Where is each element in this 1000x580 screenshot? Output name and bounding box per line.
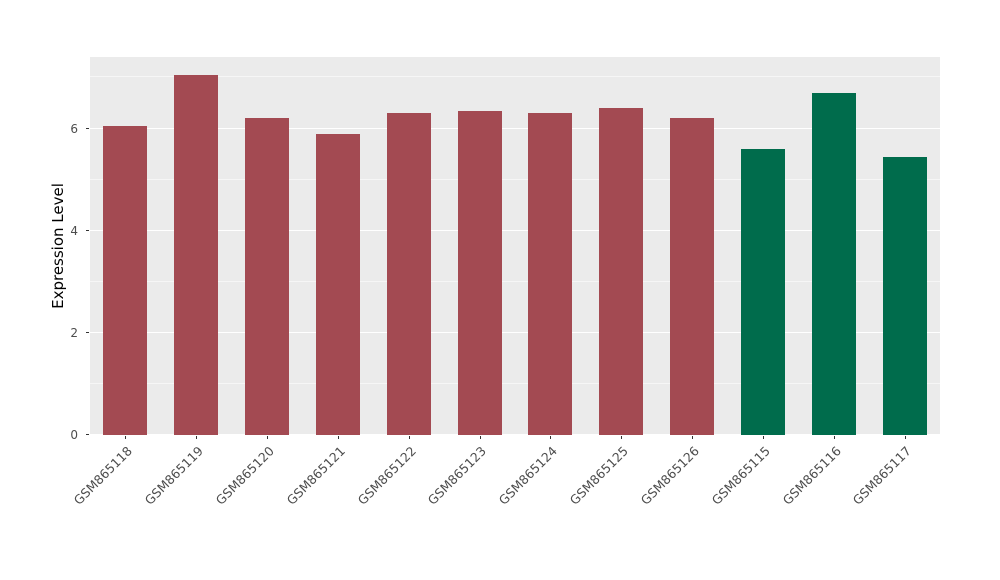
y-tick-mark bbox=[86, 331, 89, 333]
bar bbox=[811, 92, 856, 435]
y-tick-label: 4 bbox=[70, 223, 78, 238]
x-tick-label: GSM865119 bbox=[141, 443, 207, 508]
bar bbox=[103, 125, 148, 435]
x-tick-mark bbox=[196, 436, 198, 439]
x-tick-mark bbox=[833, 436, 835, 439]
x-tick-mark bbox=[125, 436, 127, 439]
x-axis: GSM865118 GSM865119 GSM865120 GSM865121 GSM8… bbox=[71, 435, 940, 580]
x-tick-label: GSM865123 bbox=[425, 443, 490, 508]
x-tick-mark bbox=[904, 436, 906, 439]
bar bbox=[386, 113, 431, 435]
y-tick-label: 2 bbox=[70, 325, 78, 340]
x-tick-mark bbox=[267, 436, 269, 439]
gridline-minor bbox=[90, 382, 940, 384]
bar bbox=[528, 113, 573, 435]
bar bbox=[174, 74, 219, 435]
x-tick-label: GSM865122 bbox=[354, 443, 419, 508]
x-tick-mark bbox=[550, 436, 552, 439]
x-tick-mark bbox=[337, 436, 339, 439]
bar bbox=[882, 156, 927, 435]
y-tick-label: 6 bbox=[70, 121, 78, 136]
x-tick-label: GSM865124 bbox=[495, 443, 561, 508]
x-tick-label: GSM865116 bbox=[779, 443, 844, 508]
x-tick-mark bbox=[408, 436, 410, 439]
gridline-minor bbox=[90, 76, 940, 78]
x-tick-label: GSM865126 bbox=[637, 443, 702, 508]
x-tick-mark bbox=[692, 436, 694, 439]
x-tick-mark bbox=[762, 436, 764, 439]
x-tick-label: GSM865125 bbox=[566, 443, 632, 508]
x-tick-label: GSM865120 bbox=[212, 443, 277, 508]
x-tick-label: GSM865121 bbox=[283, 443, 348, 508]
gridline-major bbox=[90, 229, 940, 231]
bar bbox=[245, 118, 290, 435]
gridlines bbox=[90, 57, 940, 435]
gridline-major bbox=[90, 127, 940, 129]
x-tick-label: GSM865117 bbox=[850, 443, 915, 508]
x-tick-label: GSM865115 bbox=[708, 443, 773, 508]
y-tick-mark bbox=[86, 434, 89, 435]
y-tick-mark bbox=[86, 127, 89, 129]
bar bbox=[670, 118, 715, 435]
bar bbox=[599, 108, 644, 435]
bars bbox=[90, 57, 940, 435]
x-tick-mark bbox=[621, 436, 623, 439]
y-axis: 0 2 4 6 bbox=[0, 57, 90, 441]
plot-panel bbox=[90, 57, 940, 435]
gridline-major bbox=[90, 331, 940, 333]
y-tick-label: 0 bbox=[70, 428, 78, 442]
bar bbox=[315, 133, 360, 435]
gridline-major bbox=[90, 434, 940, 435]
gridline-minor bbox=[90, 280, 940, 282]
gridline-minor bbox=[90, 178, 940, 180]
bar bbox=[457, 110, 502, 435]
y-tick-mark bbox=[86, 229, 89, 231]
x-tick-mark bbox=[479, 436, 481, 439]
bar bbox=[740, 148, 785, 435]
x-tick-label: GSM865118 bbox=[70, 443, 136, 508]
